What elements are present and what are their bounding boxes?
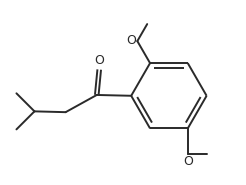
- Text: O: O: [126, 34, 136, 47]
- Text: O: O: [183, 155, 193, 168]
- Text: O: O: [94, 54, 104, 67]
